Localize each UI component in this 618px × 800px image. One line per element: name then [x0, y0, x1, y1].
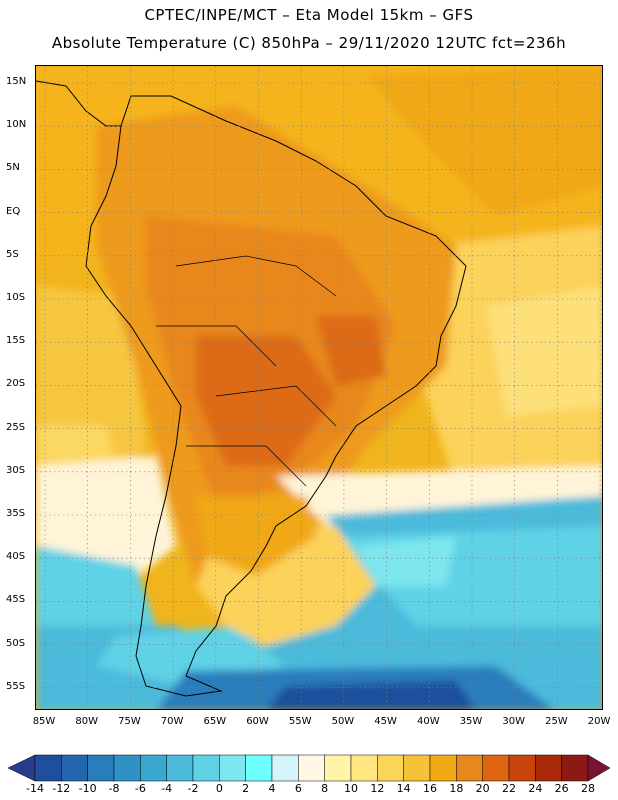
colorbar-label: -10 [78, 782, 97, 795]
colorbar-label: 8 [321, 782, 329, 795]
lat-label: 40S [6, 551, 26, 563]
colorbar-label: 18 [449, 782, 464, 795]
colorbar-label: 2 [242, 782, 250, 795]
lon-label: 60W [246, 716, 269, 727]
lat-label: 45S [6, 594, 26, 606]
colorbar-swatch [535, 754, 562, 782]
colorbar-swatch [34, 754, 62, 782]
colorbar-swatch [61, 754, 88, 782]
colorbar-label: -8 [108, 782, 120, 795]
lon-label: 55W [288, 716, 312, 727]
lon-label: 65W [203, 716, 227, 727]
colorbar-swatch [456, 754, 483, 782]
colorbar-label: -6 [134, 782, 146, 795]
colorbar-swatch [298, 754, 325, 782]
colorbar-low-triangle [7, 754, 36, 782]
colorbar-label: 0 [215, 782, 223, 795]
colorbar-label: 24 [528, 782, 543, 795]
colorbar-label: 26 [554, 782, 569, 795]
lon-label: 75W [118, 716, 141, 727]
temperature-field [36, 66, 602, 709]
country-borders [156, 255, 337, 487]
south-america-coastline [85, 95, 467, 697]
colorbar-swatch [324, 754, 352, 782]
lon-label: 50W [331, 716, 355, 727]
colorbar-label: 4 [268, 782, 276, 795]
lat-label: 5N [6, 162, 20, 174]
colorbar-swatch [508, 754, 536, 782]
lat-label: 30S [6, 464, 26, 476]
colorbar-swatch [245, 754, 273, 782]
lon-label: 35W [459, 716, 483, 727]
colorbar-label: 6 [294, 782, 302, 795]
colorbar-swatch [403, 754, 431, 782]
colorbar-label: 16 [423, 782, 437, 795]
central-america-coastline [36, 80, 121, 127]
lon-label: 85W [32, 716, 56, 727]
lat-label: 20S [6, 378, 26, 390]
colorbar-label: 12 [370, 782, 385, 795]
colorbar-high-triangle [587, 754, 611, 782]
lat-label: 50S [6, 637, 26, 649]
lat-label: EQ [6, 205, 21, 217]
colorbar-swatch [482, 754, 510, 782]
colorbar-swatch [350, 754, 378, 782]
title-line-2: Absolute Temperature (C) 850hPa – 29/11/… [51, 34, 567, 52]
graticule [36, 66, 602, 709]
lon-label: 30W [502, 716, 525, 727]
colorbar-label: -12 [52, 782, 71, 795]
colorbar-label: -4 [161, 782, 173, 795]
colorbar-swatch [561, 754, 589, 782]
colorbar-label: 22 [502, 782, 516, 795]
colorbar-swatch [192, 754, 220, 782]
colorbar-label: -14 [26, 782, 44, 795]
lat-label: 15S [6, 335, 26, 347]
lat-label: 55S [6, 680, 26, 692]
colorbar-label: 28 [581, 782, 595, 795]
lat-label: 5S [6, 248, 19, 260]
lat-label: 10S [6, 292, 26, 303]
lon-label: 40W [416, 716, 440, 727]
temperature-map [35, 65, 603, 710]
colorbar-swatch [140, 754, 167, 782]
colorbar-label: 20 [475, 782, 490, 795]
lat-label: 15N [6, 76, 27, 87]
lon-label: 25W [545, 716, 568, 727]
colorbar-swatch [219, 754, 246, 782]
lat-label: 10N [6, 119, 27, 131]
colorbar-swatch [166, 754, 194, 782]
lon-label: 20W [587, 716, 611, 727]
colorbar-swatch [271, 754, 299, 782]
colorbar-swatch [429, 754, 457, 782]
colorbar-label: 14 [396, 782, 411, 795]
colorbar-label: -2 [187, 782, 199, 795]
colorbar-swatch [87, 754, 115, 782]
colorbar-label: 10 [344, 782, 358, 795]
colorbar-swatch [377, 754, 404, 782]
title-line-1: CPTEC/INPE/MCT – Eta Model 15km – GFS [144, 6, 474, 24]
lon-label: 80W [75, 716, 98, 727]
colorbar-swatch [113, 754, 141, 782]
colorbar [7, 754, 611, 782]
lat-label: 25S [6, 421, 26, 433]
lon-label: 45W [374, 716, 397, 727]
lon-label: 70W [160, 716, 184, 727]
lat-label: 35S [6, 508, 26, 519]
